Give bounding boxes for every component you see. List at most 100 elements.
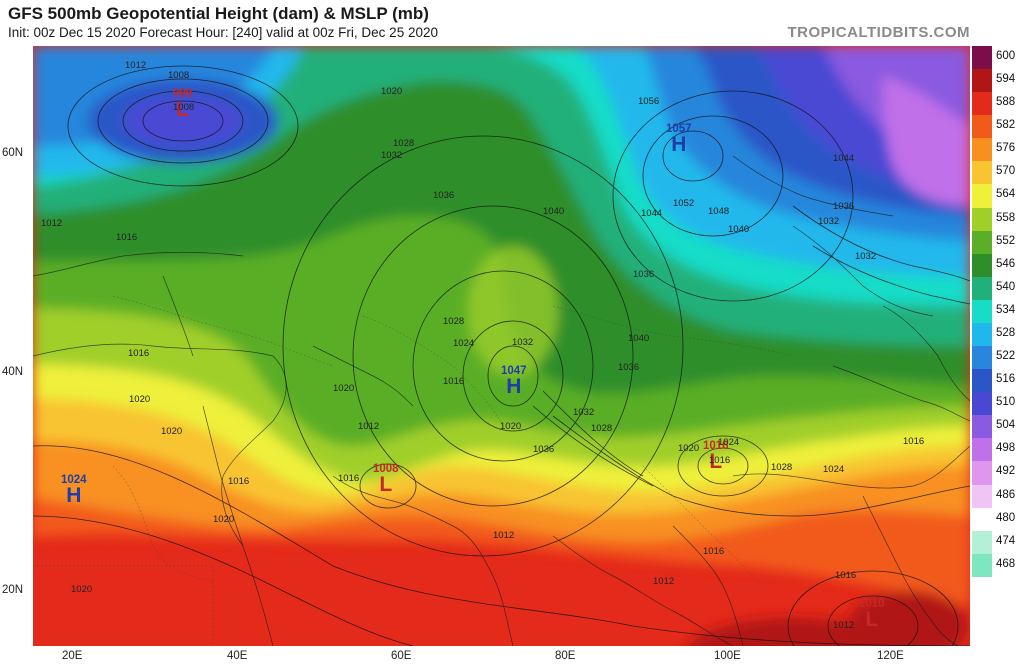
isobar-label: 1036 [833,201,855,212]
color-swatch [972,69,992,93]
color-scale-step: 576 [970,138,1024,162]
color-scale-step: 492 [970,461,1024,485]
lat-label-40n: 40N [2,366,24,378]
color-scale-label: 492 [996,465,1016,478]
isobar-label: 1056 [638,96,660,107]
color-swatch [972,299,992,323]
color-swatch [972,207,992,231]
isobar-label: 1016 [903,436,925,447]
isobar-label: 1016 [835,570,857,581]
color-scale-label: 468 [996,557,1016,570]
color-scale-label: 582 [996,119,1016,132]
color-scale-label: 552 [996,234,1016,247]
brand-watermark: TROPICALTIDBITS.COM [787,24,970,41]
isobar-label: 1020 [333,383,355,394]
isobar-label: 1020 [213,514,235,525]
isobar-label: 1028 [443,316,465,327]
isobar-label: 1012 [833,620,855,631]
isobar-label: 1016 [709,455,731,466]
color-swatch [972,507,992,531]
color-scale-step: 582 [970,115,1024,139]
isobar-label: 1016 [443,376,465,387]
color-scale-step: 558 [970,207,1024,231]
isobar-label: 1040 [628,333,650,344]
isobar-label: 1036 [633,269,655,280]
color-scale-label: 588 [996,96,1016,109]
isobar-label: 1008 [168,70,190,81]
isobar-label: 1024 [718,437,740,448]
lon-label-20e: 20E [62,650,83,662]
color-swatch [972,115,992,139]
color-scale-label: 558 [996,211,1016,224]
isobar-label: 1016 [703,546,725,557]
color-scale-step: 522 [970,346,1024,370]
lon-label-80e: 80E [555,650,576,662]
color-scale-step: 516 [970,369,1024,393]
high-pressure-center: 1057 H [666,123,692,156]
isobar-label: 1032 [512,337,534,348]
color-swatch [972,438,992,462]
color-swatch [972,461,992,485]
color-scale-step: 504 [970,415,1024,439]
color-scale-step: 600 [970,46,1024,70]
isobar-label: 1028 [771,462,793,473]
color-scale-label: 600 [996,50,1016,62]
color-swatch [972,553,992,577]
isobar-label: 1012 [493,530,515,541]
lon-label-100e: 100E [714,650,741,662]
isobar-label: 1016 [338,473,360,484]
color-swatch [972,392,992,416]
map-subtitle: Init: 00z Dec 15 2020 Forecast Hour: [24… [8,25,438,40]
isobar-label: 1016 [116,232,138,243]
color-scale-step: 594 [970,69,1024,93]
isobar-label: 1008 [173,102,195,113]
header: GFS 500mb Geopotential Height (dam) & MS… [0,0,1024,46]
color-scale-label: 474 [996,534,1016,547]
isobars [33,65,970,646]
lon-label-60e: 60E [391,650,412,662]
color-swatch [972,276,992,300]
color-scale-step: 534 [970,299,1024,323]
lat-label-20n: 20N [2,584,24,596]
isobar-label: 1020 [129,394,151,405]
color-swatch [972,184,992,208]
isobar-label: 1016 [228,476,250,487]
color-scale-label: 528 [996,326,1016,339]
low-pressure-center: 1016 L [703,440,729,473]
high-pressure-center: 1024 H [61,474,87,507]
color-swatch [972,161,992,185]
coastlines [33,155,970,646]
lon-label-40e: 40E [227,650,248,662]
isobar-label: 1032 [573,407,595,418]
isobar-label: 1020 [161,426,183,437]
color-scale-label: 534 [996,303,1016,316]
isobar-label: 1040 [728,224,750,235]
color-swatch [972,346,992,370]
color-swatch [972,369,992,393]
color-swatch [972,322,992,347]
isobar-label: 1032 [818,216,840,227]
height-field [33,46,970,646]
color-scale-step: 468 [970,553,1024,577]
color-scale-step: 546 [970,253,1024,277]
isobar-label: 1036 [618,362,640,373]
isobar-label: 1020 [678,443,700,454]
color-scale-step: 498 [970,438,1024,462]
color-scale-label: 546 [996,257,1016,270]
color-scale-step: 540 [970,276,1024,300]
color-scale-label: 540 [996,280,1016,293]
height-bands [33,46,970,646]
isobar-label: 1036 [533,444,555,455]
low-pressure-center: 999 L [173,88,193,121]
high-pressure-center: 1047 H [501,365,527,398]
isobar-label: 1028 [393,138,415,149]
isobar-label: 1012 [41,218,63,229]
color-scale-step: 474 [970,530,1024,554]
color-swatch [972,138,992,162]
color-scale-step: 486 [970,484,1024,508]
lat-label-60n: 60N [2,147,24,159]
color-swatch [972,415,992,439]
isobar-label: 1044 [833,153,855,164]
isobar-label: 1024 [453,338,475,349]
isobar-label: 1052 [673,198,695,209]
